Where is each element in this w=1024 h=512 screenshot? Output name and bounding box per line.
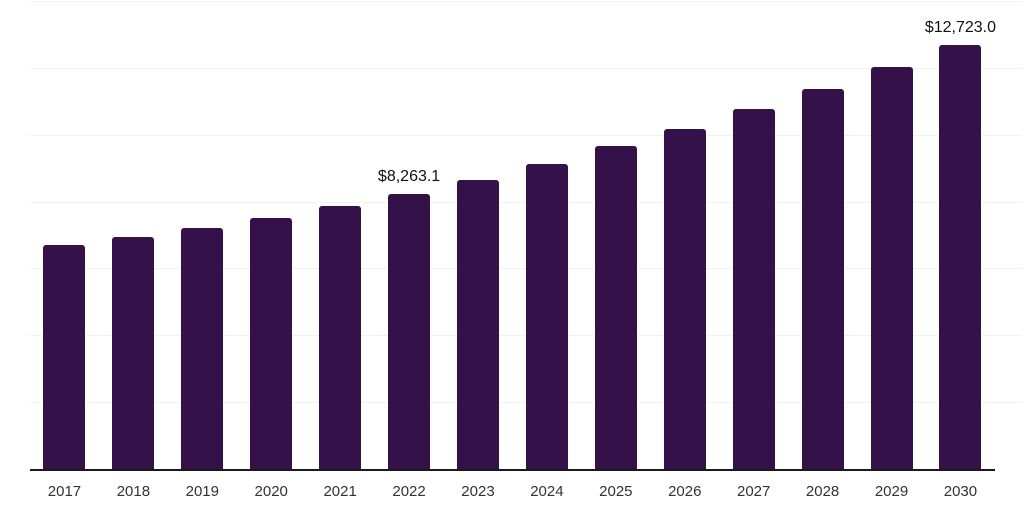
x-tick-2024: 2024 — [530, 482, 564, 500]
bar-2027 — [732, 109, 775, 470]
bar-2022 — [388, 193, 431, 470]
bar-2021 — [319, 206, 362, 470]
bar-slot-2025 — [581, 2, 650, 470]
bar-slot-2024 — [512, 2, 581, 470]
x-tick-2021: 2021 — [323, 482, 357, 500]
data-label-2030: $12,723.0 — [924, 19, 997, 37]
x-tick-2026: 2026 — [668, 482, 702, 500]
x-tick-2027: 2027 — [736, 482, 771, 500]
bar-slot-2028 — [788, 2, 857, 470]
x-tick-2028: 2028 — [805, 482, 840, 500]
gridline-10000 — [30, 134, 1022, 136]
x-tick-2022: 2022 — [392, 482, 426, 500]
bar-slot-2026 — [650, 2, 719, 470]
bar-2018 — [112, 237, 155, 470]
x-tick-2017: 2017 — [47, 482, 82, 500]
bar-2019 — [181, 227, 224, 470]
bar-2020 — [250, 217, 293, 470]
bar-2029 — [870, 66, 913, 470]
gridline-14000 — [30, 1, 1022, 2]
bar-slot-2019 — [168, 2, 237, 470]
plot-area: $8,263.1 $12,723.0 — [30, 1, 1022, 471]
x-tick-2019: 2019 — [185, 482, 219, 500]
bar-slot-2021 — [306, 2, 375, 470]
bar-2024 — [525, 164, 568, 470]
x-tick-2025: 2025 — [599, 482, 633, 500]
gridline-12000 — [30, 67, 1022, 69]
bar-2017 — [43, 245, 86, 470]
x-tick-2030: 2030 — [943, 482, 978, 500]
bar-slot-2027 — [719, 2, 788, 470]
x-tick-2023: 2023 — [461, 482, 495, 500]
x-tick-2018: 2018 — [116, 482, 151, 500]
data-label-2022: $8,263.1 — [377, 168, 441, 186]
bar-slot-2020 — [237, 2, 306, 470]
bar-slot-2029 — [857, 2, 926, 470]
x-axis-line — [30, 469, 995, 471]
bar-2026 — [663, 129, 706, 470]
bar-slot-2022: $8,263.1 — [375, 2, 444, 470]
bar-2025 — [594, 146, 637, 470]
bar-slot-2018 — [99, 2, 168, 470]
x-axis-labels: 2017 2018 2019 2020 2021 2022 2023 2024 2025 2026… — [30, 470, 995, 512]
bar-slot-2030: $12,723.0 — [924, 2, 997, 470]
bar-2030 — [939, 44, 982, 470]
x-tick-2020: 2020 — [254, 482, 288, 500]
bar-2023 — [456, 180, 499, 470]
bar-slot-2023 — [444, 2, 513, 470]
bars: $8,263.1 $12,723.0 — [30, 2, 997, 470]
bar-slot-2017 — [30, 2, 99, 470]
x-tick-2029: 2029 — [874, 482, 909, 500]
bar-2028 — [801, 88, 844, 470]
